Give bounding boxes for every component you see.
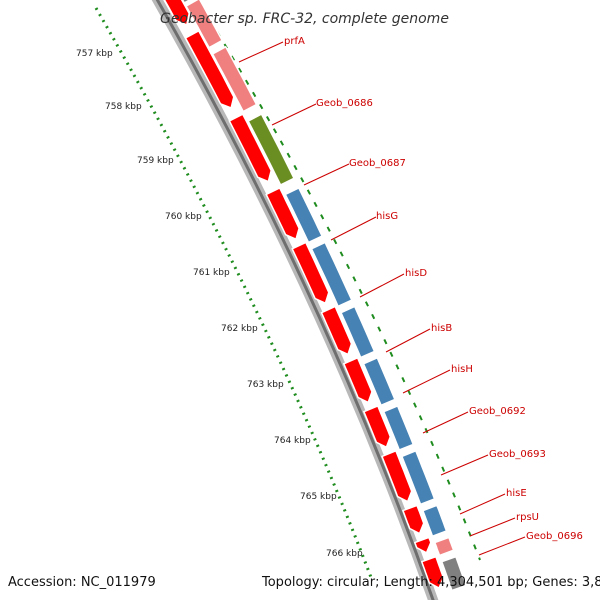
gene-block-9[interactable] <box>382 404 415 451</box>
gene-leader-4 <box>330 216 377 241</box>
cds-arrow-8[interactable] <box>362 404 392 449</box>
kbp-label-757: 757 kbp <box>76 49 113 59</box>
gene-label-hisB[interactable]: hisB <box>431 323 452 334</box>
gene-track <box>166 0 468 592</box>
gene-block-2[interactable] <box>185 0 224 49</box>
gene-leader-6 <box>385 328 431 353</box>
topology-text: Topology: circular; Length: 4,304,501 bp… <box>261 575 600 590</box>
gene-block-4[interactable] <box>247 113 296 186</box>
kbp-label-764: 764 kbp <box>274 436 311 446</box>
gene-block-13[interactable] <box>440 555 468 592</box>
gene-label-geob-0692[interactable]: Geob_0692 <box>469 406 526 417</box>
kbp-label-763: 763 kbp <box>247 380 284 390</box>
cds-arrow-9[interactable] <box>381 449 413 503</box>
gene-label-geob-0696[interactable]: Geob_0696 <box>526 531 583 542</box>
cds-arrow-7[interactable] <box>342 356 373 404</box>
gene-block-11[interactable] <box>421 504 448 538</box>
gene-block-6[interactable] <box>310 241 353 308</box>
gene-label-hisG[interactable]: hisG <box>376 211 398 222</box>
gene-label-geob-0686[interactable]: Geob_0686 <box>316 98 373 109</box>
gene-block-1[interactable] <box>166 0 197 4</box>
kbp-label-761: 761 kbp <box>193 268 230 278</box>
kbp-label-760: 760 kbp <box>165 212 202 222</box>
gene-label-geob-0687[interactable]: Geob_0687 <box>349 158 406 169</box>
gene-label-hisH[interactable]: hisH <box>451 364 473 375</box>
kbp-label-759: 759 kbp <box>137 156 174 166</box>
accession-text: Accession: NC_011979 <box>8 575 156 590</box>
kbp-label-765: 765 kbp <box>300 492 337 502</box>
gene-leader-3 <box>303 163 350 186</box>
gene-leader-7 <box>402 369 451 394</box>
gene-block-7[interactable] <box>340 305 376 359</box>
gene-leader-12 <box>478 536 526 556</box>
gene-label-geob-0693[interactable]: Geob_0693 <box>489 449 546 460</box>
kbp-label-766: 766 kbp <box>326 549 363 559</box>
cds-arrow-2[interactable] <box>184 29 235 110</box>
gene-leader-2 <box>271 103 317 126</box>
gene-leader-1 <box>238 41 284 63</box>
gene-block-12[interactable] <box>433 536 455 557</box>
cds-arrow-1[interactable] <box>156 0 190 26</box>
gene-block-5[interactable] <box>284 186 324 244</box>
gene-label-rpsU[interactable]: rpsU <box>516 512 539 523</box>
gene-label-hisD[interactable]: hisD <box>405 268 427 279</box>
gene-leader-11 <box>469 517 516 537</box>
gene-leader-9 <box>440 454 489 476</box>
genome-backbone-core <box>155 0 435 600</box>
gene-label-hisE[interactable]: hisE <box>506 488 527 499</box>
cds-arrow-12[interactable] <box>420 555 445 590</box>
kbp-label-762: 762 kbp <box>221 324 258 334</box>
cds-arrow-11[interactable] <box>413 536 432 554</box>
map-title: Geobacter sp. FRC-32, complete genome <box>160 11 449 27</box>
cds-arrow-10[interactable] <box>402 504 425 535</box>
genome-backbone <box>151 0 439 600</box>
gene-label-prfA[interactable]: prfA <box>284 36 305 47</box>
cds-arrow-3[interactable] <box>228 113 272 183</box>
gene-leader-5 <box>359 273 405 298</box>
gene-leader-8 <box>422 411 469 434</box>
kbp-label-758: 758 kbp <box>105 102 142 112</box>
cds-arrow-5[interactable] <box>291 241 330 305</box>
cds-track <box>156 0 445 590</box>
gene-leaders <box>238 41 526 556</box>
cds-arrow-6[interactable] <box>320 305 353 356</box>
gene-leader-10 <box>459 493 506 515</box>
scale-ring-inner <box>94 7 374 581</box>
gene-block-3[interactable] <box>211 45 258 113</box>
cds-arrow-4[interactable] <box>265 186 300 241</box>
gene-block-8[interactable] <box>362 356 396 407</box>
gene-block-10[interactable] <box>400 449 436 506</box>
